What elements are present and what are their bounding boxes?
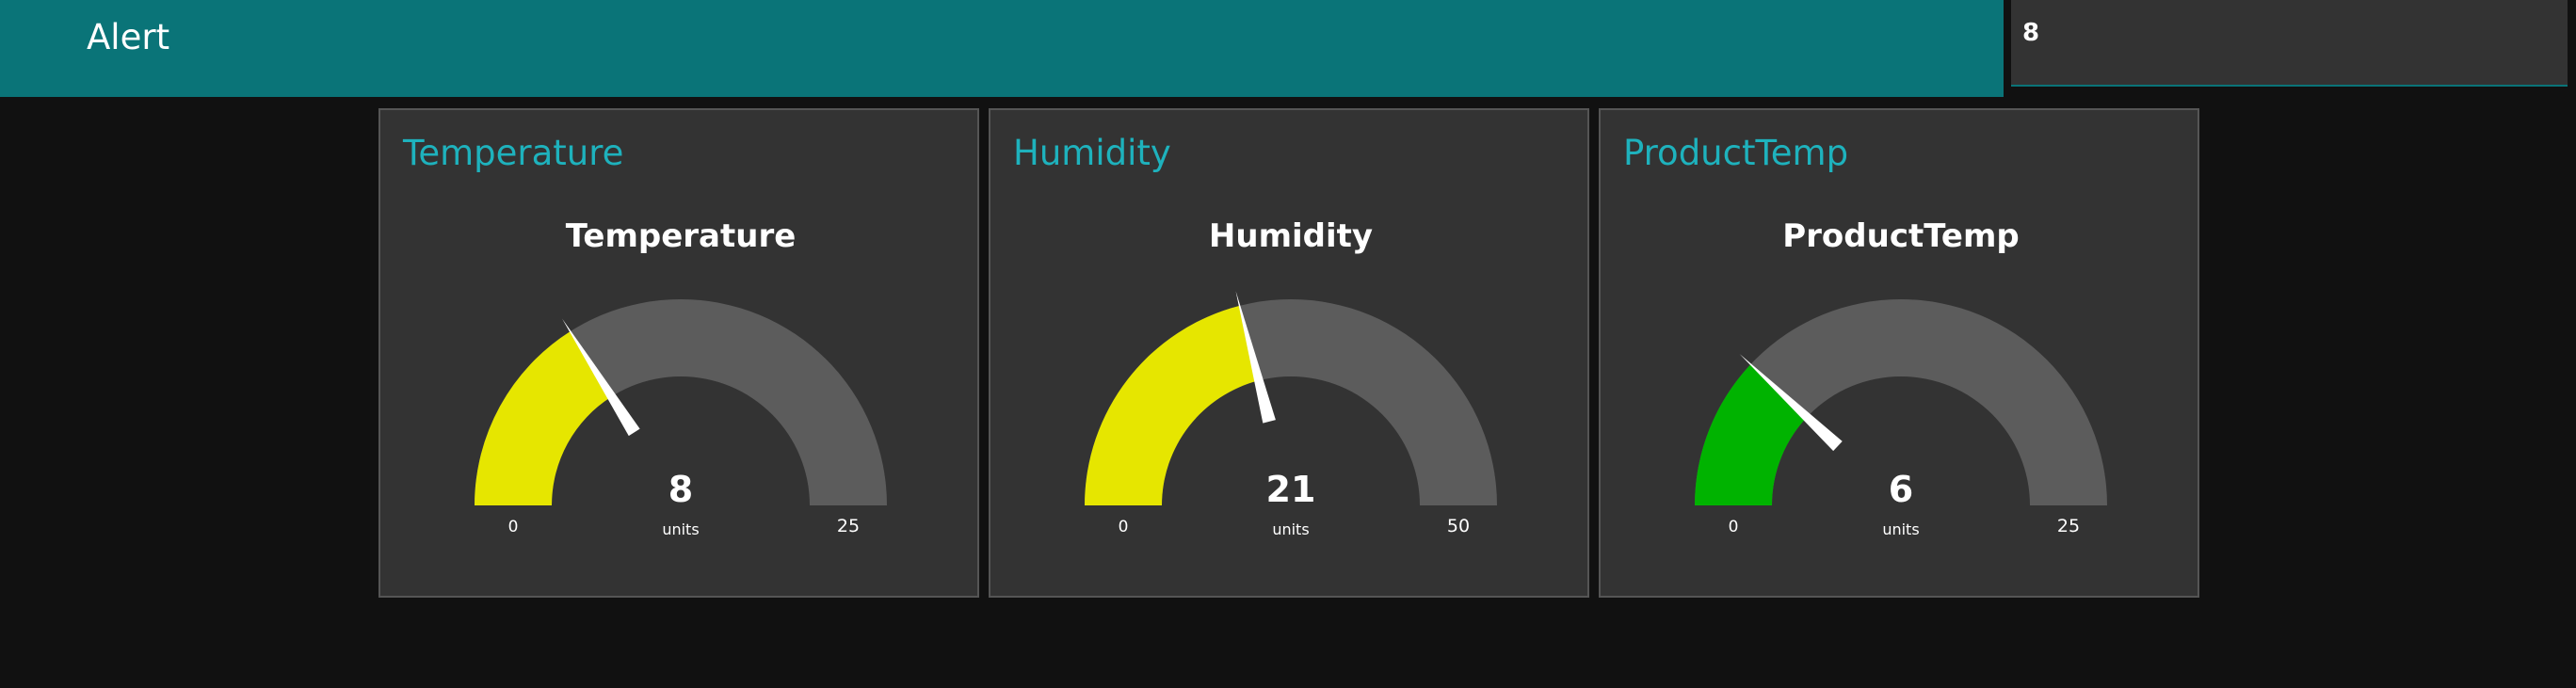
group-title: Temperature [403, 133, 624, 173]
gauge-card-producttemp: ProductTemp ProductTemp 6 units 0 25 [1599, 108, 2199, 598]
gauge-units: units [1882, 520, 1919, 538]
gauge-needle [1235, 291, 1276, 424]
alert-text-field: 8 [2011, 0, 2568, 87]
gauge-label: ProductTemp [1782, 217, 2020, 255]
page-title: Alert [87, 17, 170, 57]
gauge-value: 21 [1266, 469, 1316, 510]
gauge-max-label: 50 [1447, 516, 1470, 536]
gauge-fill [475, 331, 612, 505]
gauge-units: units [1272, 520, 1309, 538]
gauge-max-label: 25 [2057, 516, 2080, 536]
group-title: ProductTemp [1623, 133, 1849, 173]
gauge-fill [1085, 305, 1259, 505]
gauge-fill [1695, 364, 1808, 505]
gauge-track [1695, 299, 2107, 505]
alert-value: 8 [2022, 19, 2040, 47]
gauge-card-humidity: Humidity Humidity 21 units 0 50 [989, 108, 1589, 598]
gauge-label: Temperature [566, 217, 797, 255]
gauge-chart: Temperature 8 units 0 25 [475, 217, 887, 538]
gauge-chart: ProductTemp 6 units 0 25 [1695, 217, 2107, 538]
gauge-min-label: 0 [1119, 518, 1129, 536]
group-title: Humidity [1013, 133, 1171, 173]
gauge-max-label: 25 [837, 516, 860, 536]
gauge-label: Humidity [1209, 217, 1373, 255]
gauge-value: 8 [668, 469, 693, 510]
gauge-min-label: 0 [1729, 518, 1739, 536]
alert-panel: 8 [2004, 0, 2576, 97]
gauge-min-label: 0 [508, 518, 519, 536]
gauge-card-temperature: Temperature Temperature 8 units 0 25 [378, 108, 979, 598]
gauge-needle [1739, 354, 1843, 452]
gauge-chart: Humidity 21 units 0 50 [1085, 217, 1497, 538]
gauge-value: 6 [1889, 469, 1913, 510]
gauge-needle [562, 318, 640, 437]
gauge-units: units [662, 520, 699, 538]
